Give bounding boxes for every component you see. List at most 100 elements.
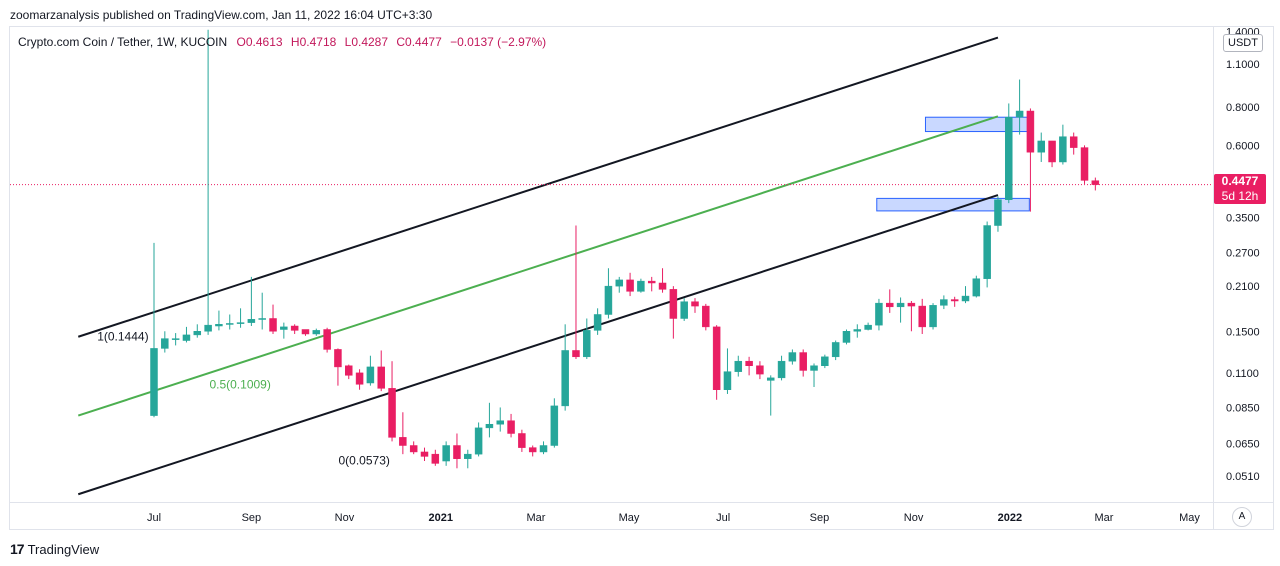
candle-body[interactable] <box>756 365 764 375</box>
candle-body[interactable] <box>734 360 743 372</box>
candle-body[interactable] <box>269 318 277 332</box>
candle-body[interactable] <box>258 318 266 320</box>
candle-body[interactable] <box>972 278 981 297</box>
candle-body[interactable] <box>831 342 840 358</box>
candle-body[interactable] <box>1026 110 1035 153</box>
candle-body[interactable] <box>453 445 461 459</box>
candle-body[interactable] <box>420 451 429 457</box>
candle-body[interactable] <box>766 377 775 381</box>
candle-body[interactable] <box>745 360 753 366</box>
candle-body[interactable] <box>442 445 450 462</box>
candle-body[interactable] <box>1059 136 1067 163</box>
candle-body[interactable] <box>647 280 656 284</box>
candle-body[interactable] <box>301 329 310 335</box>
candle-body[interactable] <box>204 324 212 332</box>
candle-body[interactable] <box>171 338 180 340</box>
channel-lower-line[interactable] <box>77 194 999 496</box>
candle-body[interactable] <box>842 331 851 343</box>
channel-upper-line[interactable] <box>77 36 999 338</box>
candle-body[interactable] <box>225 323 234 325</box>
candle-body[interactable] <box>583 330 591 358</box>
candle-body[interactable] <box>355 372 364 385</box>
price-tick-label: 1.1000 <box>1226 59 1260 71</box>
candle-body[interactable] <box>615 279 624 287</box>
candle-body[interactable] <box>1015 110 1024 118</box>
candle-body[interactable] <box>680 301 688 319</box>
candle-body[interactable] <box>907 302 916 307</box>
channel-midline[interactable] <box>77 115 999 417</box>
candle-body[interactable] <box>669 289 678 319</box>
candle-body[interactable] <box>658 282 667 290</box>
currency-selector[interactable]: USDT <box>1223 34 1263 52</box>
candle-body[interactable] <box>550 405 559 446</box>
candle-body[interactable] <box>853 329 862 332</box>
candle-body[interactable] <box>896 302 905 308</box>
candle-body[interactable] <box>961 295 970 302</box>
candle-body[interactable] <box>518 433 526 448</box>
candle-body[interactable] <box>604 285 613 315</box>
candle-body[interactable] <box>409 445 418 453</box>
candle-body[interactable] <box>215 324 223 327</box>
candle-body[interactable] <box>637 280 645 292</box>
candle-body[interactable] <box>1005 116 1013 200</box>
candle-body[interactable] <box>929 305 937 328</box>
candle-body[interactable] <box>507 420 515 434</box>
candle-body[interactable] <box>334 349 342 368</box>
candle-body[interactable] <box>723 371 732 390</box>
candle-body[interactable] <box>280 326 288 330</box>
candle-body[interactable] <box>886 302 894 308</box>
candle-body[interactable] <box>1037 140 1045 153</box>
candle-body[interactable] <box>983 225 991 279</box>
candle-body[interactable] <box>691 301 699 307</box>
chart-frame <box>9 26 1274 530</box>
candle-body[interactable] <box>474 427 483 455</box>
zone-0[interactable] <box>924 116 1030 133</box>
candle-body[interactable] <box>810 365 818 371</box>
candle-body[interactable] <box>236 322 245 324</box>
candle-body[interactable] <box>377 366 385 389</box>
candle-body[interactable] <box>150 348 158 416</box>
candle-body[interactable] <box>496 420 504 425</box>
candle-body[interactable] <box>345 365 353 376</box>
candle-body[interactable] <box>788 352 797 362</box>
candle-body[interactable] <box>1080 147 1089 181</box>
candle-body[interactable] <box>464 453 472 459</box>
candle-body[interactable] <box>323 329 331 350</box>
candle-body[interactable] <box>561 350 569 407</box>
candle-body[interactable] <box>528 447 537 453</box>
candle-body[interactable] <box>875 302 883 326</box>
symbol-title[interactable]: Crypto.com Coin / Tether, 1W, KUCOIN <box>18 35 228 49</box>
candle-body[interactable] <box>1091 180 1100 185</box>
candle-body[interactable] <box>182 334 191 341</box>
candle-body[interactable] <box>312 330 321 335</box>
candle-body[interactable] <box>161 338 169 349</box>
candle-body[interactable] <box>193 331 202 336</box>
candle-body[interactable] <box>799 352 807 371</box>
candle-body[interactable] <box>1069 136 1078 148</box>
candle-body[interactable] <box>388 388 396 438</box>
candle-body[interactable] <box>399 437 407 446</box>
candle-body[interactable] <box>431 453 440 464</box>
candle-body[interactable] <box>485 423 494 429</box>
candle-body[interactable] <box>290 325 299 331</box>
candle-body[interactable] <box>918 305 926 328</box>
candle-body[interactable] <box>950 299 959 302</box>
candle-body[interactable] <box>940 299 948 306</box>
candle-body[interactable] <box>777 360 786 379</box>
candle-body[interactable] <box>864 324 872 330</box>
candle-body[interactable] <box>994 199 1002 226</box>
candle-body[interactable] <box>572 350 580 358</box>
candle-body[interactable] <box>247 319 256 323</box>
candle-body[interactable] <box>1048 140 1056 163</box>
candle-body[interactable] <box>626 279 634 292</box>
candle-body[interactable] <box>712 326 721 390</box>
candle-body[interactable] <box>366 366 375 384</box>
auto-scale-button[interactable]: A <box>1232 507 1252 527</box>
candle-body[interactable] <box>821 356 829 366</box>
candle-body[interactable] <box>593 314 602 331</box>
zone-1[interactable] <box>876 197 1030 212</box>
tradingview-brand[interactable]: 17 TradingView <box>10 541 99 557</box>
candle-body[interactable] <box>539 445 548 453</box>
candle-body[interactable] <box>702 305 710 328</box>
